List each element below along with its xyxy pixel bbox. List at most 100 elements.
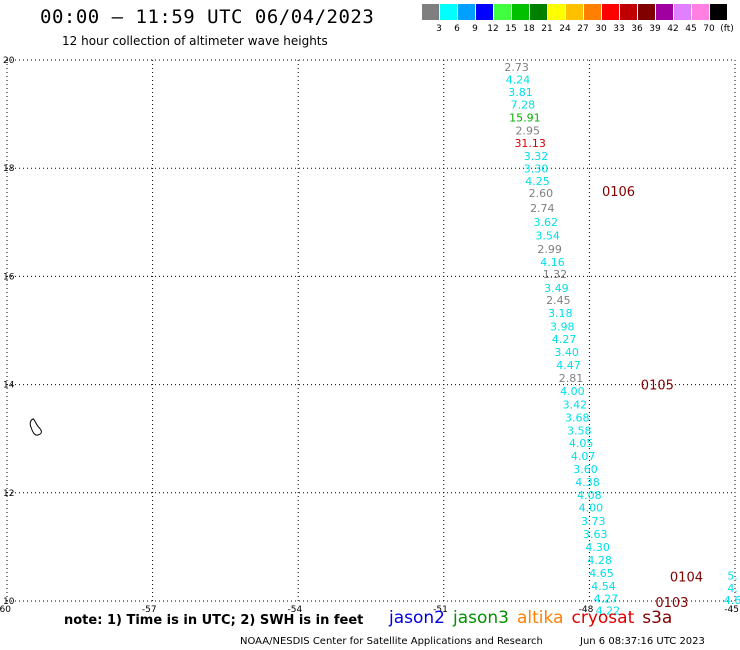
colorbar-swatch [602,4,619,20]
wave-height-value: 7.28 [511,98,536,111]
wave-height-value: 4.30 [585,541,610,554]
colorbar-swatch [458,4,475,20]
lat-tick-label: 16 [3,272,15,282]
wave-height-value: 2.95 [516,124,541,137]
colorbar-label: 15 [505,24,517,34]
wave-height-value: 31.13 [514,137,546,150]
colorbar-swatch [566,4,583,20]
wave-height-value: 3.62 [533,216,558,229]
wave-height-value: 3.42 [563,399,588,412]
wave-height-value: 4.38 [575,476,600,489]
colorbar-label: 42 [667,24,679,34]
pass-time-labels: 0106 0105 0104 0103 [602,185,703,611]
pass-time-label: 0106 [602,185,635,200]
wave-height-value: 4.00 [579,501,604,514]
colorbar-swatch [476,4,493,20]
wave-height-value: 2.74 [530,202,555,215]
colorbar-swatch [674,4,691,20]
map-title: 00:00 – 11:59 UTC 06/04/2023 [40,6,375,28]
colorbar-label: 9 [472,24,478,34]
wave-height-value: 4.27 [594,592,619,605]
colorbar-swatch [494,4,511,20]
colorbar-label: 3 [436,24,442,34]
wave-height-value: 3.49 [544,282,569,295]
colorbar-label: 12 [487,24,499,34]
lat-tick-label: 12 [3,489,14,499]
colorbar-swatch [422,4,439,20]
wave-height-value: 4.24 [506,73,531,86]
colorbar-swatch [656,4,673,20]
lon-tick-label: -51 [433,605,448,615]
wave-height-value: 2.45 [546,294,571,307]
wave-height-value: 3.60 [573,463,598,476]
wave-height-value: 5. [727,570,738,583]
colorbar-label: 30 [595,24,607,34]
legend-s3a: s3a [642,608,673,628]
wave-height-value: 3.98 [550,321,575,334]
pass-time-label: 0103 [655,596,688,611]
map-tick-labels: -60 -57 -54 -51 -48 -45 20 18 16 14 12 10 [0,56,739,615]
wave-height-value: 3.54 [535,229,560,242]
wave-height-value: 2.81 [559,372,584,385]
colorbar-label: 70 [703,24,715,34]
colorbar-swatch [584,4,601,20]
colorbar-label: 33 [613,24,625,34]
legend-jason3: jason3 [453,608,509,628]
colorbar-label: 39 [649,24,661,34]
colorbar-label: 18 [523,24,535,34]
colorbar-label: 27 [577,24,589,34]
wave-height-value: 4.00 [560,385,585,398]
colorbar-label: 24 [559,24,571,34]
wave-height-value: 3.81 [508,86,533,99]
pass-time-label: 0104 [670,571,703,586]
wave-height-value: 15.91 [509,111,541,124]
pass-time-label: 0105 [641,379,674,394]
wave-height-value: 4.47 [556,359,581,372]
wave-height-value: 4.08 [577,489,602,502]
colorbar-swatch [548,4,565,20]
lon-tick-label: -57 [142,605,157,615]
wave-height-value: 4.6 [724,594,740,607]
credit-line: NOAA/NESDIS Center for Satellite Applica… [240,636,543,647]
lat-tick-label: 10 [3,597,15,607]
colorbar-swatch [692,4,709,20]
legend-cryosat: cryosat [571,608,635,628]
wave-height-value: 2.73 [504,61,529,74]
legend-jason2: jason2 [389,608,445,628]
wave-height-value: 3.40 [554,346,579,359]
wave-height-value: 4. [727,582,738,595]
lon-tick-label: -54 [287,605,302,615]
legend-altika: altika [517,608,564,628]
observation-labels: 2.734.243.817.2815.912.9531.133.323.304.… [504,61,740,618]
wave-height-value: 4.27 [552,333,577,346]
colorbar-swatch [530,4,547,20]
units-note: note: 1) Time is in UTC; 2) SWH is in fe… [64,613,364,628]
wave-height-value: 3.30 [524,163,549,176]
wave-height-value: 4.22 [596,605,621,618]
lat-tick-label: 20 [3,56,15,66]
barbados-outline [29,418,42,436]
colorbar-label: 45 [685,24,697,34]
colorbar-swatch [638,4,655,20]
satellite-legend: jason2 jason3 altika cryosat s3a [389,608,680,628]
wave-height-value: 1.32 [543,268,568,281]
wave-height-value: 4.25 [525,175,550,188]
colorbar-label: (ft) [720,24,734,34]
wave-height-value: 4.05 [569,437,594,450]
colorbar-swatch [620,4,637,20]
wave-height-value: 3.32 [524,150,549,163]
wave-height-value: 2.99 [537,243,562,256]
map-subtitle: 12 hour collection of altimeter wave hei… [62,34,328,48]
wave-height-value: 4.28 [587,554,612,567]
wave-height-value: 3.58 [567,425,592,438]
wave-height-value: 4.07 [571,450,596,463]
colorbar-swatch [710,4,727,20]
wave-height-value: 4.16 [540,256,565,269]
colorbar-swatch [440,4,457,20]
colorbar-label: 6 [454,24,460,34]
wave-height-value: 2.60 [529,187,554,200]
colorbar-label: 21 [541,24,553,34]
wave-height-value: 3.68 [565,412,590,425]
colorbar-label: 36 [631,24,643,34]
